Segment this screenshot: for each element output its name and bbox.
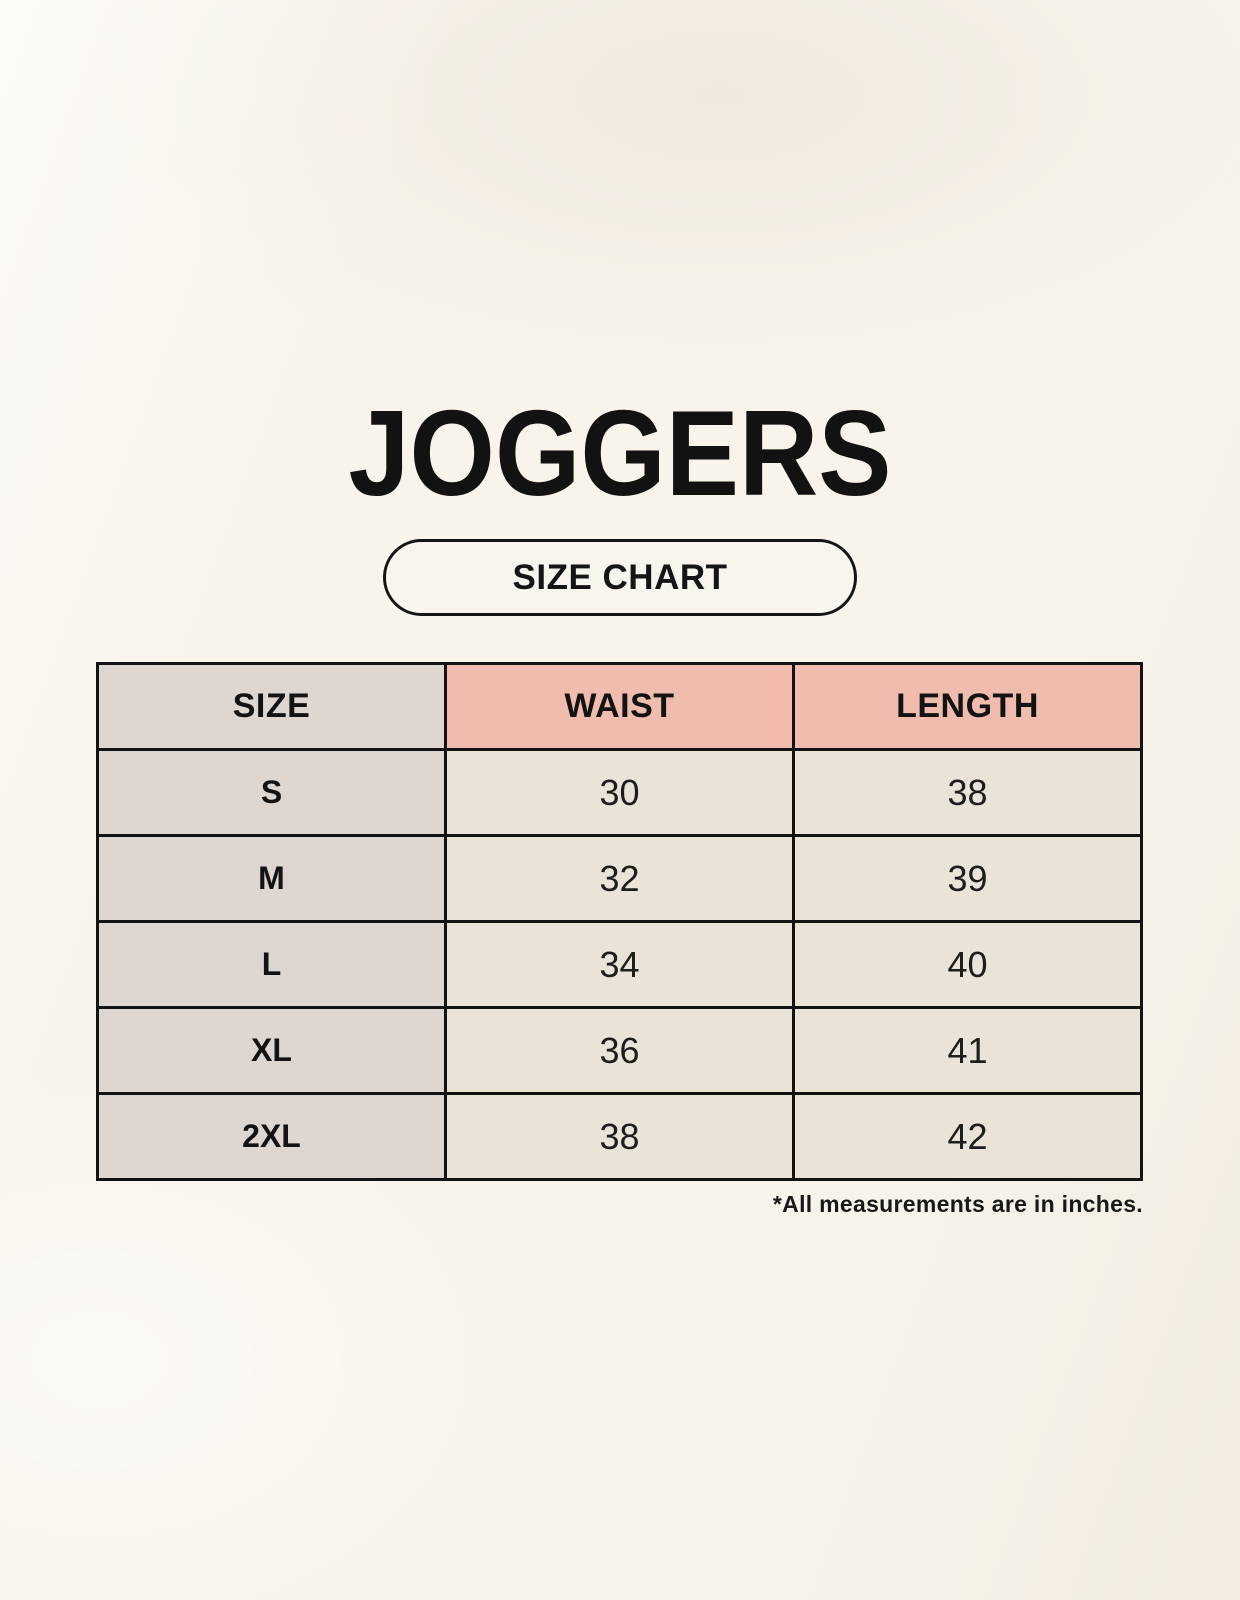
waist-cell: 32 [444, 834, 795, 923]
column-header-size: SIZE [96, 662, 447, 751]
waist-cell: 36 [444, 1006, 795, 1095]
size-cell: S [96, 748, 447, 837]
table-row-2xl: 2XL 38 42 [96, 1092, 1143, 1181]
header-row: SIZE WAIST LENGTH [96, 662, 1143, 751]
size-cell: L [96, 920, 447, 1009]
size-cell: 2XL [96, 1092, 447, 1181]
table-row-m: M 32 39 [96, 834, 1143, 923]
size-table-body: S 30 38 M 32 39 L 34 40 XL 36 41 2XL 38 [96, 748, 1143, 1181]
size-table: SIZE WAIST LENGTH S 30 38 M 32 39 L 34 4… [96, 662, 1143, 1181]
length-cell: 39 [792, 834, 1143, 923]
waist-cell: 38 [444, 1092, 795, 1181]
size-cell: M [96, 834, 447, 923]
footnote: *All measurements are in inches. [772, 1191, 1143, 1217]
size-chart-badge: SIZE CHART [383, 539, 857, 616]
table-row-xl: XL 36 41 [96, 1006, 1143, 1095]
table-row-s: S 30 38 [96, 748, 1143, 837]
length-cell: 40 [792, 920, 1143, 1009]
size-chart-badge-label: SIZE CHART [512, 557, 728, 597]
size-cell: XL [96, 1006, 447, 1095]
page-title: JOGGERS [348, 385, 892, 521]
length-cell: 41 [792, 1006, 1143, 1095]
table-row-l: L 34 40 [96, 920, 1143, 1009]
size-table-header: SIZE WAIST LENGTH [96, 662, 1143, 751]
length-cell: 38 [792, 748, 1143, 837]
column-header-length: LENGTH [792, 662, 1143, 751]
waist-cell: 30 [444, 748, 795, 837]
column-header-waist: WAIST [444, 662, 795, 751]
waist-cell: 34 [444, 920, 795, 1009]
length-cell: 42 [792, 1092, 1143, 1181]
